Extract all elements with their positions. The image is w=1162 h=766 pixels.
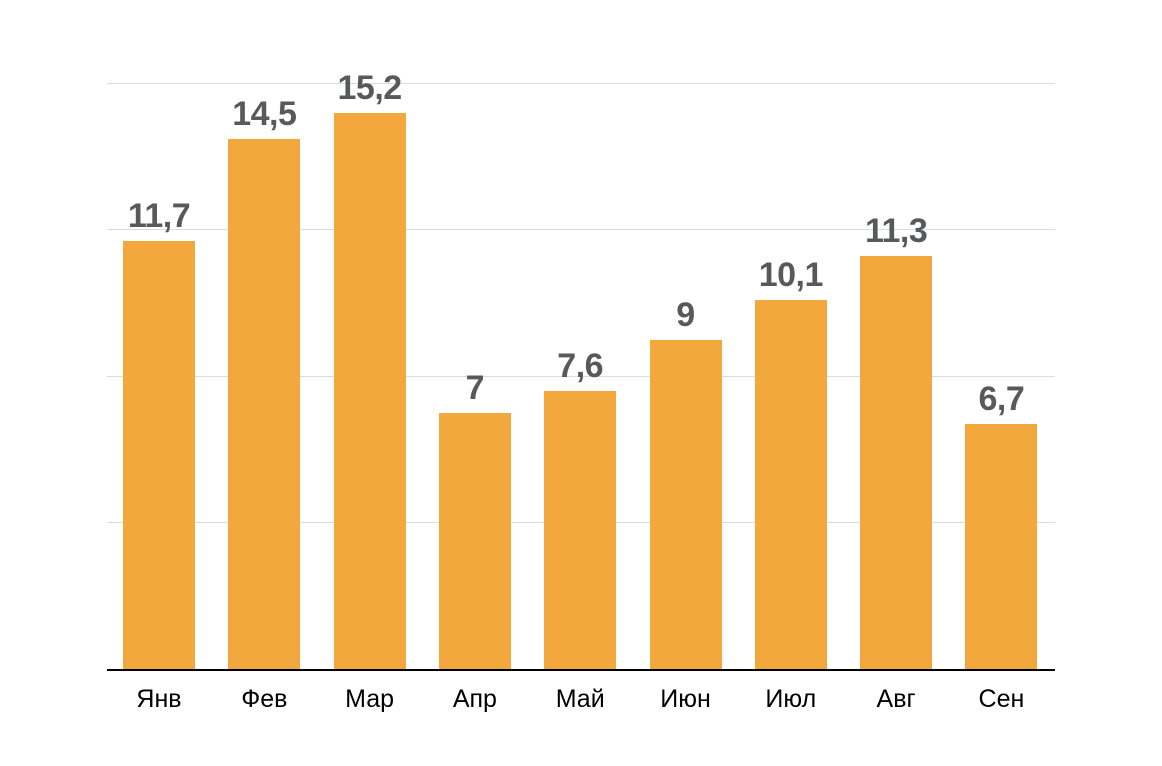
bar: [333, 113, 406, 669]
bar-value-label: 11,7: [127, 197, 191, 236]
bar-value-label: 10,1: [758, 255, 824, 294]
x-tick-label: Май: [555, 685, 605, 713]
x-tick-label: Мар: [345, 685, 395, 713]
bar-value-label: 7: [465, 369, 485, 408]
x-tick-label: Фев: [241, 685, 288, 713]
bar: [544, 391, 617, 669]
bar: [438, 413, 511, 669]
bar-value-label: 7,6: [557, 347, 604, 386]
x-tick-label: Июл: [765, 685, 817, 713]
bar: [860, 255, 933, 669]
bar-value-label: 9: [676, 295, 695, 334]
bar-value-label: 11,3: [864, 211, 928, 250]
x-tick-label: Авг: [876, 685, 916, 713]
bar: [228, 138, 301, 669]
gridline: [107, 375, 1055, 377]
x-tick-label: Янв: [136, 685, 182, 713]
plot-area: 11,7 Янв 14,5 Фев 15,2 Мар 7 Апр 7,6 Май 9 Июн 10,1 И…: [107, 71, 1055, 712]
x-tick-label: Июн: [660, 685, 711, 713]
bar: [123, 241, 195, 669]
bar-value-label: 6,7: [978, 380, 1025, 419]
bar: [965, 424, 1038, 669]
bar-value-label: 15,2: [337, 69, 403, 108]
bar: [754, 299, 827, 669]
gridline: [107, 229, 1055, 231]
bar-value-label: 14,5: [232, 94, 297, 133]
x-tick-label: Сен: [978, 685, 1025, 713]
x-tick-label: Апр: [452, 685, 497, 713]
gridline: [107, 83, 1055, 84]
bar: [649, 339, 722, 669]
